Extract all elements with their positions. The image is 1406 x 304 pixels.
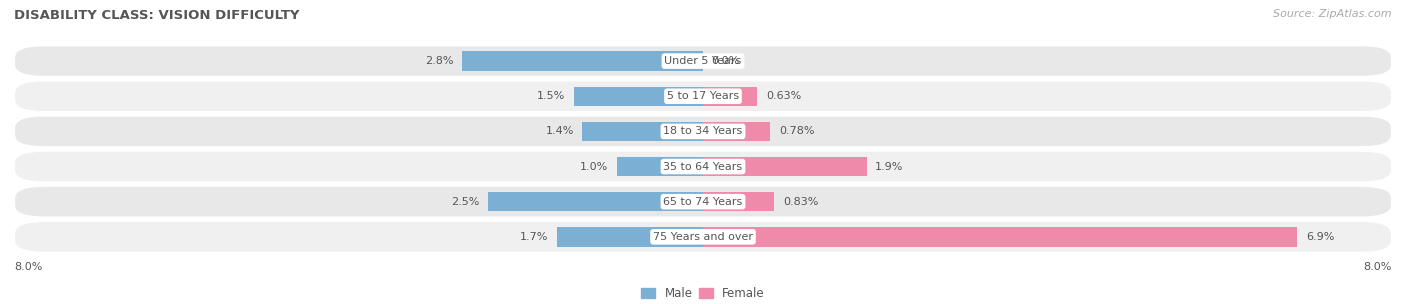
- FancyBboxPatch shape: [14, 221, 1392, 253]
- Text: Source: ZipAtlas.com: Source: ZipAtlas.com: [1274, 9, 1392, 19]
- Text: 8.0%: 8.0%: [1364, 262, 1392, 272]
- Bar: [488, 192, 703, 211]
- Bar: [703, 87, 758, 106]
- Bar: [617, 157, 703, 176]
- Text: 1.7%: 1.7%: [520, 232, 548, 242]
- Text: 0.0%: 0.0%: [711, 56, 740, 66]
- Text: 35 to 64 Years: 35 to 64 Years: [664, 161, 742, 171]
- FancyBboxPatch shape: [14, 186, 1392, 217]
- Text: 75 Years and over: 75 Years and over: [652, 232, 754, 242]
- Text: 1.4%: 1.4%: [546, 126, 574, 136]
- Text: 1.0%: 1.0%: [581, 161, 609, 171]
- Legend: Male, Female: Male, Female: [637, 283, 769, 304]
- Text: 6.9%: 6.9%: [1306, 232, 1334, 242]
- Bar: [574, 87, 703, 106]
- Text: 2.5%: 2.5%: [451, 197, 479, 207]
- Bar: [557, 227, 703, 247]
- Bar: [461, 51, 703, 71]
- FancyBboxPatch shape: [14, 151, 1392, 182]
- Text: 2.8%: 2.8%: [425, 56, 453, 66]
- Text: DISABILITY CLASS: VISION DIFFICULTY: DISABILITY CLASS: VISION DIFFICULTY: [14, 9, 299, 22]
- Text: 8.0%: 8.0%: [14, 262, 42, 272]
- Bar: [703, 122, 770, 141]
- Bar: [582, 122, 703, 141]
- FancyBboxPatch shape: [14, 45, 1392, 77]
- Text: 18 to 34 Years: 18 to 34 Years: [664, 126, 742, 136]
- Bar: [703, 157, 866, 176]
- Text: 1.5%: 1.5%: [537, 91, 565, 101]
- Text: 1.9%: 1.9%: [875, 161, 904, 171]
- FancyBboxPatch shape: [14, 116, 1392, 147]
- Text: 0.63%: 0.63%: [766, 91, 801, 101]
- Text: 65 to 74 Years: 65 to 74 Years: [664, 197, 742, 207]
- Text: 5 to 17 Years: 5 to 17 Years: [666, 91, 740, 101]
- Bar: [703, 227, 1298, 247]
- FancyBboxPatch shape: [14, 81, 1392, 112]
- Bar: [703, 192, 775, 211]
- Text: 0.83%: 0.83%: [783, 197, 818, 207]
- Text: 0.78%: 0.78%: [779, 126, 814, 136]
- Text: Under 5 Years: Under 5 Years: [665, 56, 741, 66]
